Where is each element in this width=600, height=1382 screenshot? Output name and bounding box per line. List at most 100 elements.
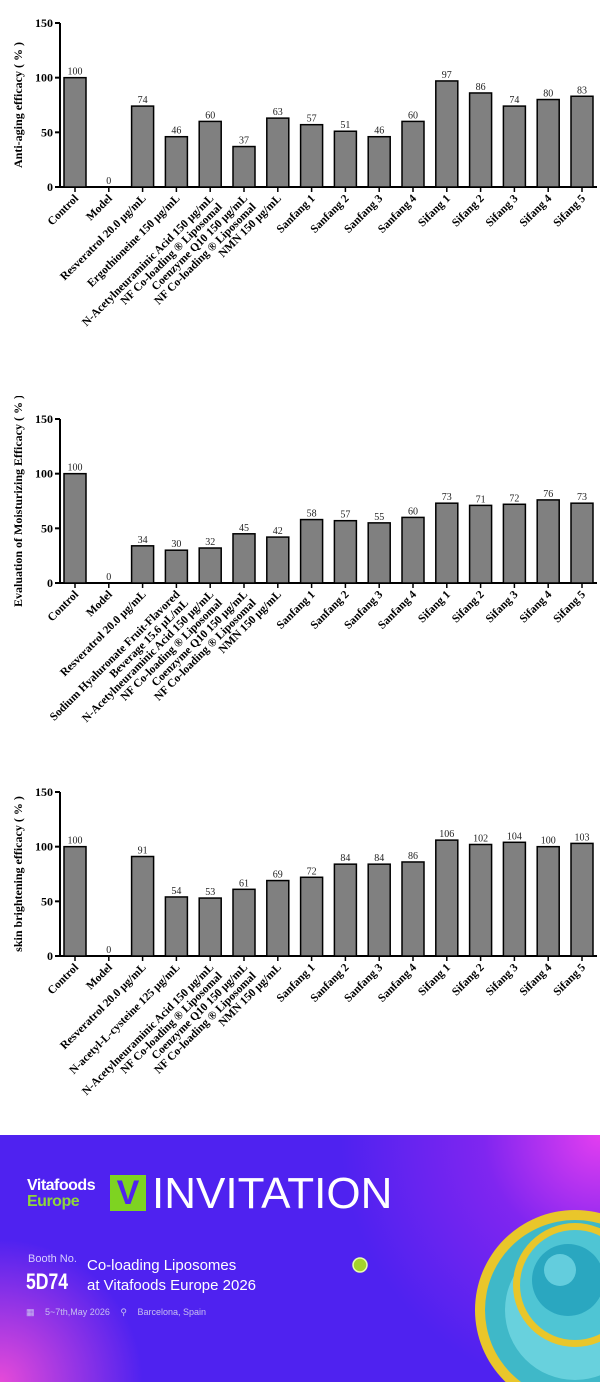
data-label: 72 [307, 866, 317, 877]
y-tick-label: 150 [35, 785, 53, 799]
x-tick-label: Sifang 3 [484, 961, 521, 998]
bar [468, 92, 493, 188]
logo-v-mark: V [110, 1175, 146, 1212]
data-label: 57 [340, 510, 350, 521]
x-tick-label: Sifang 2 [450, 192, 487, 229]
data-label: 30 [171, 539, 181, 550]
chart-brightening: skin brightening efficacy ( % ) 0 50 100 150… [11, 785, 597, 1098]
y-tick-label: 50 [41, 894, 53, 908]
bar [401, 516, 425, 584]
data-label: 58 [307, 509, 317, 520]
data-label: 86 [476, 82, 486, 93]
bar [232, 533, 256, 584]
data-label: 46 [171, 126, 181, 137]
data-label: 97 [442, 70, 452, 81]
bar [63, 76, 87, 188]
bar [367, 863, 391, 957]
data-label: 100 [68, 67, 83, 78]
bar [130, 855, 155, 957]
x-tick-label: Sifang 5 [551, 588, 588, 625]
location-pin-icon: ⚲ [120, 1307, 127, 1317]
bar [266, 536, 290, 584]
bar [570, 95, 594, 188]
x-tick-label: Sifang 5 [551, 192, 588, 229]
data-label: 74 [509, 95, 519, 106]
y-tick-label: 0 [47, 180, 53, 194]
y-axis-label: skin brightening efficacy ( % ) [11, 796, 25, 952]
data-label: 100 [541, 836, 556, 847]
invitation-title: INVITATION [152, 1169, 393, 1218]
bar [570, 842, 594, 957]
data-label: 37 [239, 136, 249, 147]
bar [435, 80, 459, 188]
data-label: 32 [205, 537, 215, 548]
data-label: 0 [106, 945, 111, 956]
bar [401, 120, 425, 188]
data-label: 57 [307, 114, 317, 125]
data-label: 53 [205, 887, 215, 898]
y-tick-label: 150 [35, 16, 53, 30]
data-label: 103 [575, 832, 590, 843]
bar [198, 547, 222, 584]
x-tick-label: Sifang 4 [518, 192, 555, 229]
x-tick-label: Sifang 3 [484, 588, 521, 625]
x-tick-label: Sifang 2 [450, 961, 487, 998]
bar [164, 135, 189, 188]
green-dot-decoration [352, 1257, 368, 1273]
vitafoods-logo: Vitafoods Europe [27, 1178, 96, 1210]
bar [367, 135, 391, 188]
bar [468, 843, 493, 957]
data-label: 34 [138, 535, 148, 546]
bar [468, 504, 493, 584]
data-label: 51 [340, 120, 350, 131]
data-label: 106 [439, 829, 454, 840]
bar [333, 863, 358, 957]
invitation-banner: Vitafoods Europe V INVITATION Booth No. … [0, 1135, 600, 1382]
bar [502, 105, 527, 188]
data-label: 74 [138, 95, 148, 106]
data-label: 60 [408, 110, 418, 121]
y-tick-label: 100 [35, 71, 53, 85]
event-location: Barcelona, Spain [137, 1307, 207, 1317]
logo-line2: Europe [27, 1193, 80, 1210]
x-tick-label: Sifang 1 [416, 961, 453, 998]
data-label: 91 [138, 846, 148, 857]
data-label: 72 [509, 493, 519, 504]
x-tick-label: Control [46, 589, 81, 624]
data-label: 100 [68, 463, 83, 474]
y-axis-label: Evaluation of Moisturizing Efficacy ( % … [11, 396, 25, 607]
bar [164, 549, 189, 584]
booth-label: Booth No. [28, 1253, 77, 1265]
bar [367, 522, 391, 584]
data-label: 102 [473, 833, 488, 844]
y-tick-label: 0 [47, 949, 53, 963]
y-axis-label: Anti-aging efficacy ( % ) [11, 42, 25, 168]
data-label: 84 [340, 853, 350, 864]
data-label: 45 [239, 523, 249, 534]
y-tick-label: 50 [41, 521, 53, 535]
bar [536, 499, 560, 584]
x-tick-label: Sifang 2 [450, 588, 487, 625]
y-tick-label: 50 [41, 125, 53, 139]
data-label: 69 [273, 870, 283, 881]
booth-number: 5D74 [26, 1269, 69, 1294]
chart-anti-aging: Anti-aging efficacy ( % ) 0 50 100 150 100 0 74… [11, 16, 597, 329]
bar [266, 117, 290, 188]
data-label: 84 [374, 853, 384, 864]
y-tick-label: 150 [35, 412, 53, 426]
x-tick-label: Model [84, 193, 115, 224]
data-label: 83 [577, 85, 587, 96]
bar [299, 123, 324, 188]
data-label: 86 [408, 851, 418, 862]
bar [232, 888, 256, 957]
x-tick-label: Sifang 3 [484, 192, 521, 229]
x-tick-label: Model [84, 962, 115, 993]
liposome-illustration [475, 1210, 600, 1382]
bar [401, 861, 425, 957]
bar [333, 519, 358, 584]
bar [435, 502, 459, 584]
x-tick-label: Control [46, 193, 81, 228]
data-label: 76 [543, 489, 553, 500]
event-date: 5~7th,May 2026 [45, 1307, 110, 1317]
bar [536, 845, 560, 957]
